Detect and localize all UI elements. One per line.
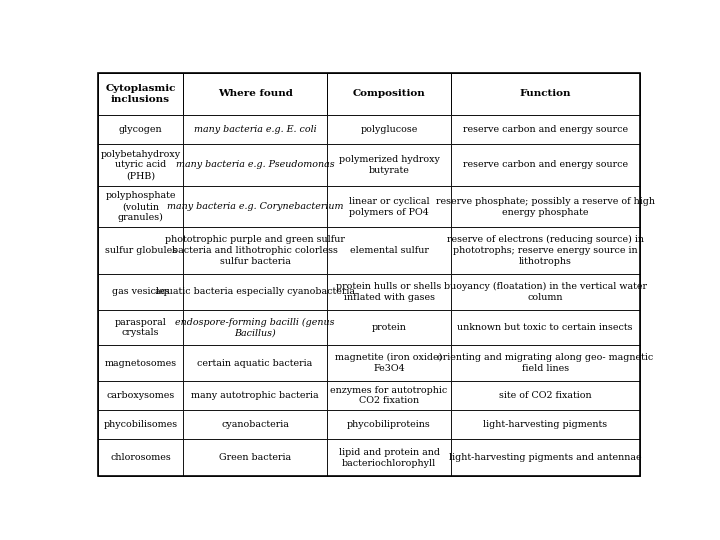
Text: gas vesicles: gas vesicles bbox=[112, 287, 169, 296]
Bar bbox=[99, 115, 183, 144]
Bar bbox=[99, 381, 183, 410]
Text: many bacteria e.g. Corynebacterium: many bacteria e.g. Corynebacterium bbox=[167, 202, 343, 211]
Text: reserve of electrons (reducing source) in
phototrophs; reserve energy source in
: reserve of electrons (reducing source) i… bbox=[446, 235, 644, 266]
Text: glycogen: glycogen bbox=[119, 125, 163, 134]
Text: many bacteria e.g. Pseudomonas: many bacteria e.g. Pseudomonas bbox=[176, 160, 334, 170]
Text: certain aquatic bacteria: certain aquatic bacteria bbox=[197, 359, 312, 368]
Text: carboxysomes: carboxysomes bbox=[107, 391, 175, 400]
Text: buoyancy (floatation) in the vertical water
column: buoyancy (floatation) in the vertical wa… bbox=[444, 282, 647, 302]
Bar bbox=[328, 309, 451, 345]
Bar bbox=[183, 274, 328, 309]
Bar bbox=[99, 274, 183, 309]
Bar bbox=[451, 381, 639, 410]
Bar bbox=[328, 440, 451, 476]
Text: endospore-forming bacilli (genus
Bacillus): endospore-forming bacilli (genus Bacillu… bbox=[175, 318, 335, 338]
Bar bbox=[451, 115, 639, 144]
Bar bbox=[99, 73, 183, 115]
Text: site of CO2 fixation: site of CO2 fixation bbox=[499, 391, 592, 400]
Text: light-harvesting pigments and antennae: light-harvesting pigments and antennae bbox=[449, 454, 642, 462]
Bar bbox=[451, 227, 639, 274]
Text: reserve phosphate; possibly a reserve of high
energy phosphate: reserve phosphate; possibly a reserve of… bbox=[436, 197, 654, 217]
Bar bbox=[183, 410, 328, 440]
Text: cyanobacteria: cyanobacteria bbox=[221, 420, 289, 429]
Text: reserve carbon and energy source: reserve carbon and energy source bbox=[463, 125, 628, 134]
Text: phycobiliproteins: phycobiliproteins bbox=[347, 420, 431, 429]
Text: aquatic bacteria especially cyanobacteria: aquatic bacteria especially cyanobacteri… bbox=[155, 287, 355, 296]
Bar bbox=[328, 381, 451, 410]
Text: lipid and protein and
bacteriochlorophyll: lipid and protein and bacteriochlorophyl… bbox=[338, 448, 439, 468]
Bar bbox=[183, 115, 328, 144]
Bar bbox=[451, 440, 639, 476]
Text: linear or cyclical
polymers of PO4: linear or cyclical polymers of PO4 bbox=[348, 197, 429, 217]
Bar bbox=[451, 274, 639, 309]
Text: Cytoplasmic
inclusions: Cytoplasmic inclusions bbox=[105, 84, 176, 104]
Text: magnetosomes: magnetosomes bbox=[104, 359, 176, 368]
Bar bbox=[99, 186, 183, 227]
Text: sulfur globules: sulfur globules bbox=[104, 246, 176, 255]
Bar bbox=[183, 345, 328, 381]
Bar bbox=[99, 227, 183, 274]
Bar bbox=[99, 309, 183, 345]
Bar bbox=[451, 309, 639, 345]
Text: polybetahydroxy
utyric acid
(PHB): polybetahydroxy utyric acid (PHB) bbox=[101, 150, 181, 180]
Text: Function: Function bbox=[519, 90, 571, 98]
Text: protein: protein bbox=[372, 323, 407, 332]
Text: light-harvesting pigments: light-harvesting pigments bbox=[483, 420, 607, 429]
Text: many autotrophic bacteria: many autotrophic bacteria bbox=[192, 391, 319, 400]
Bar bbox=[451, 410, 639, 440]
Bar bbox=[451, 345, 639, 381]
Text: endospore-forming bacilli (genus
Bacillus): endospore-forming bacilli (genus Bacillu… bbox=[175, 318, 335, 338]
Text: polyphosphate
(volutin
granules): polyphosphate (volutin granules) bbox=[105, 191, 176, 222]
Bar bbox=[328, 227, 451, 274]
Bar bbox=[328, 274, 451, 309]
Bar bbox=[99, 144, 183, 186]
Text: reserve carbon and energy source: reserve carbon and energy source bbox=[463, 160, 628, 170]
Text: polymerized hydroxy
butyrate: polymerized hydroxy butyrate bbox=[338, 155, 439, 175]
Text: magnetite (iron oxide)
Fe3O4: magnetite (iron oxide) Fe3O4 bbox=[336, 353, 443, 373]
Text: Composition: Composition bbox=[353, 90, 426, 98]
Text: phycobilisomes: phycobilisomes bbox=[104, 420, 178, 429]
Text: many bacteria e.g. Pseudomonas: many bacteria e.g. Pseudomonas bbox=[176, 160, 334, 170]
Bar bbox=[183, 440, 328, 476]
Bar bbox=[99, 440, 183, 476]
Text: Where found: Where found bbox=[217, 90, 292, 98]
Bar bbox=[328, 345, 451, 381]
Text: Green bacteria: Green bacteria bbox=[219, 454, 291, 462]
Bar bbox=[183, 73, 328, 115]
Bar bbox=[183, 381, 328, 410]
Bar bbox=[328, 115, 451, 144]
Text: unknown but toxic to certain insects: unknown but toxic to certain insects bbox=[457, 323, 633, 332]
Bar bbox=[451, 186, 639, 227]
Bar bbox=[451, 73, 639, 115]
Text: elemental sulfur: elemental sulfur bbox=[350, 246, 428, 255]
Text: chlorosomes: chlorosomes bbox=[110, 454, 171, 462]
Bar bbox=[451, 144, 639, 186]
Bar bbox=[183, 309, 328, 345]
Text: parasporal
crystals: parasporal crystals bbox=[114, 318, 166, 338]
Bar bbox=[183, 144, 328, 186]
Bar bbox=[328, 186, 451, 227]
Text: protein hulls or shells
inflated with gases: protein hulls or shells inflated with ga… bbox=[336, 282, 441, 301]
Text: many bacteria e.g. Corynebacterium: many bacteria e.g. Corynebacterium bbox=[167, 202, 343, 211]
Bar bbox=[328, 144, 451, 186]
Text: many bacteria e.g. E. coli: many bacteria e.g. E. coli bbox=[194, 125, 316, 134]
Text: many bacteria e.g. E. coli: many bacteria e.g. E. coli bbox=[194, 125, 316, 134]
Bar bbox=[328, 73, 451, 115]
Text: polyglucose: polyglucose bbox=[360, 125, 418, 134]
Bar bbox=[183, 227, 328, 274]
Bar bbox=[328, 410, 451, 440]
Bar bbox=[99, 345, 183, 381]
Text: orienting and migrating along geo- magnetic
field lines: orienting and migrating along geo- magne… bbox=[437, 353, 653, 373]
Bar bbox=[183, 186, 328, 227]
Text: phototrophic purple and green sulfur
bacteria and lithotrophic colorless
sulfur : phototrophic purple and green sulfur bac… bbox=[165, 235, 345, 266]
Text: enzymes for autotrophic
CO2 fixation: enzymes for autotrophic CO2 fixation bbox=[330, 386, 448, 406]
Bar bbox=[99, 410, 183, 440]
